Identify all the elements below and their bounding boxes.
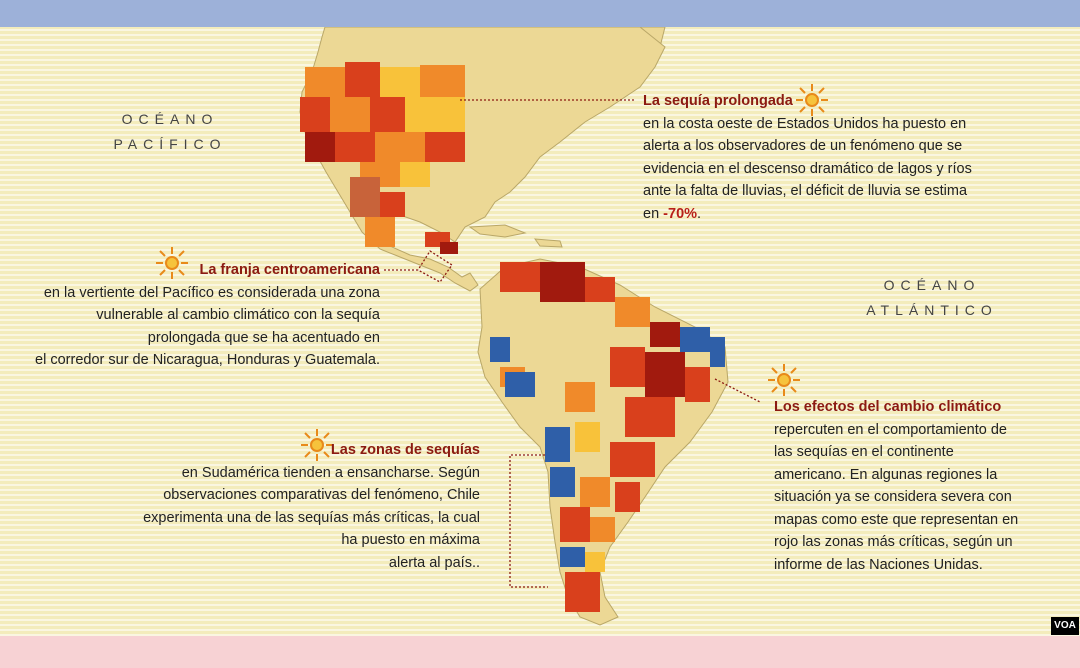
map-area: OCÉANO PACÍFICO OCÉANO ATLÁNTICO (0, 27, 1080, 636)
callout-west-coast-last-line: en -70%. (643, 203, 988, 226)
deficit-value: -70% (663, 205, 698, 222)
ocean-label-atlantic: OCÉANO ATLÁNTICO (862, 273, 1002, 323)
callout-central-america-title-row: La franja centroamericana (20, 259, 380, 282)
callout-climate-effects-line: las sequías en el continente (774, 444, 954, 460)
callout-west-coast-prefix: en (643, 205, 664, 222)
sun-icon (768, 364, 800, 396)
callout-south-america-line: alerta al país.. (388, 554, 480, 571)
ocean-pacific-line1: OCÉANO (121, 111, 219, 127)
sun-icon (301, 429, 333, 461)
callout-central-america-title: La franja centroamericana (199, 262, 380, 278)
callout-south-america: Las zonas de sequías en Sudamérica tiend… (120, 439, 480, 574)
callout-west-coast-line: ante la falta de lluvias, el déficit de … (643, 183, 968, 199)
callout-south-america-line: en Sudamérica tienden a ensancharse. Seg… (181, 464, 480, 481)
callout-south-america-line: experimenta una de las sequías más críti… (143, 509, 480, 526)
sun-icon (156, 247, 188, 279)
callout-west-coast-line: en la costa oeste de Estados Unidos ha p… (643, 115, 967, 132)
callout-climate-effects-line: situación ya se considera severa con (774, 489, 1012, 505)
callout-west-coast: La sequía prolongada en la costa oeste d… (643, 90, 988, 225)
callout-climate-effects-line: informe de las Naciones Unidas. (774, 556, 983, 573)
top-band (0, 0, 1080, 27)
ocean-pacific-line2: PACÍFICO (113, 136, 227, 152)
caribbean-islands-east (533, 238, 563, 248)
americas-drought-map (299, 27, 761, 626)
callout-west-coast-suffix: . (697, 205, 702, 222)
drought-zone-south-america (490, 262, 725, 612)
connector-south-america (509, 454, 548, 588)
ocean-atlantic-line2: ATLÁNTICO (866, 302, 998, 318)
callout-west-coast-title: La sequía prolongada (643, 93, 793, 109)
ocean-atlantic-line1: OCÉANO (883, 277, 981, 293)
south-america-landmass (477, 258, 729, 626)
callout-climate-effects-line: mapas como este que representan en (774, 511, 1019, 528)
bottom-band (0, 636, 1080, 668)
sun-icon (796, 84, 828, 116)
ocean-label-pacific: OCÉANO PACÍFICO (110, 107, 230, 157)
callout-central-america: La franja centroamericana en la vertient… (20, 259, 380, 372)
callout-connectors (384, 99, 761, 588)
voa-logo-badge: VOA (1051, 617, 1079, 635)
connector-climate-effects (714, 378, 761, 403)
callout-climate-effects-line: americano. En algunas regiones la (774, 466, 998, 483)
caribbean-islands (468, 224, 527, 238)
callout-south-america-line: observaciones comparativas del fenómeno,… (163, 487, 480, 503)
callout-central-america-line: prolongada que se ha acentuado en (147, 329, 380, 346)
callout-west-coast-line: alerta a los observadores de un fenómeno… (643, 138, 963, 154)
callout-climate-effects-line: rojo las zonas más críticas, según un (774, 534, 1013, 550)
callout-central-america-line: en la vertiente del Pacífico es consider… (43, 284, 380, 301)
callout-south-america-line: ha puesto en máxima (341, 532, 480, 548)
callout-central-america-line: vulnerable al cambio climático con la se… (96, 307, 380, 323)
callout-climate-effects: Los efectos del cambio climático repercu… (774, 396, 1064, 576)
connector-central-america (384, 250, 453, 283)
drought-zone-western-usa (300, 62, 465, 247)
callout-west-coast-line: evidencia en el descenso dramático de la… (643, 160, 972, 177)
callout-climate-effects-title: Los efectos del cambio climático (774, 399, 1002, 415)
callout-central-america-line: el corredor sur de Nicaragua, Honduras y… (35, 352, 380, 368)
callout-climate-effects-line: repercuten en el comportamiento de (774, 421, 1007, 438)
drought-zone-central-america (425, 232, 458, 254)
callout-south-america-title: Las zonas de sequías (330, 442, 480, 458)
callout-south-america-title-row: Las zonas de sequías (120, 439, 480, 462)
